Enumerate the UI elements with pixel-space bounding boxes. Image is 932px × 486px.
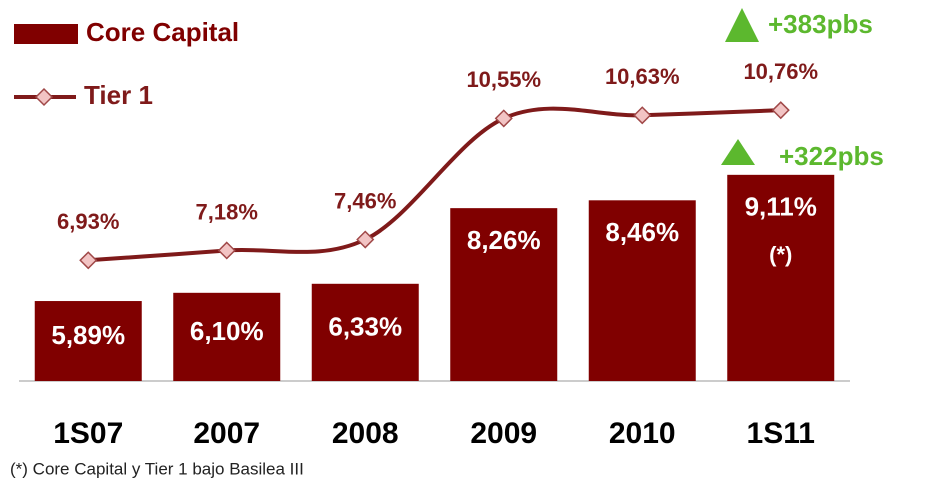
bar-value-label: 9,11% xyxy=(745,192,817,222)
footnote: (*) Core Capital y Tier 1 bajo Basilea I… xyxy=(10,459,304,478)
bar xyxy=(727,174,835,381)
bar-value-label: 8,46% xyxy=(605,217,679,247)
up-arrow xyxy=(721,139,755,165)
x-tick-label: 2010 xyxy=(609,417,676,450)
legend-label: Tier 1 xyxy=(84,80,153,110)
line-value-label: 7,46% xyxy=(334,188,396,213)
bar-value-label: 6,33% xyxy=(328,311,402,341)
bar xyxy=(450,208,558,381)
line-marker xyxy=(633,106,652,125)
bar-value-label: 6,10% xyxy=(190,316,264,346)
bar-value-label: 8,26% xyxy=(467,225,541,255)
line-marker xyxy=(356,230,375,249)
line-value-label: 10,76% xyxy=(743,59,818,84)
legend-label: Core Capital xyxy=(86,17,239,47)
line-marker xyxy=(217,241,236,260)
legend-marker xyxy=(34,87,54,107)
line-marker xyxy=(79,251,98,270)
bar xyxy=(34,301,142,381)
bar xyxy=(173,292,281,381)
x-tick-label: 2008 xyxy=(332,417,399,450)
line-value-label: 6,93% xyxy=(57,209,119,234)
bar xyxy=(311,283,419,381)
x-tick-label: 2007 xyxy=(193,417,260,450)
x-tick-label: 2009 xyxy=(470,417,537,450)
bar xyxy=(588,200,696,381)
annotation: +383pbs xyxy=(768,9,873,39)
bar-value-label: 5,89% xyxy=(51,320,125,350)
x-tick-label: 1S11 xyxy=(747,417,815,450)
annotation: (*) xyxy=(769,242,792,267)
x-tick-label: 1S07 xyxy=(53,417,123,450)
line-value-label: 7,18% xyxy=(196,199,258,224)
legend-swatch xyxy=(14,24,78,44)
line-value-label: 10,63% xyxy=(605,64,680,89)
line-marker xyxy=(494,109,513,128)
up-arrow xyxy=(725,8,759,42)
annotation: +322pbs xyxy=(779,141,884,171)
line-marker xyxy=(771,101,790,120)
line-value-label: 10,55% xyxy=(466,67,541,92)
